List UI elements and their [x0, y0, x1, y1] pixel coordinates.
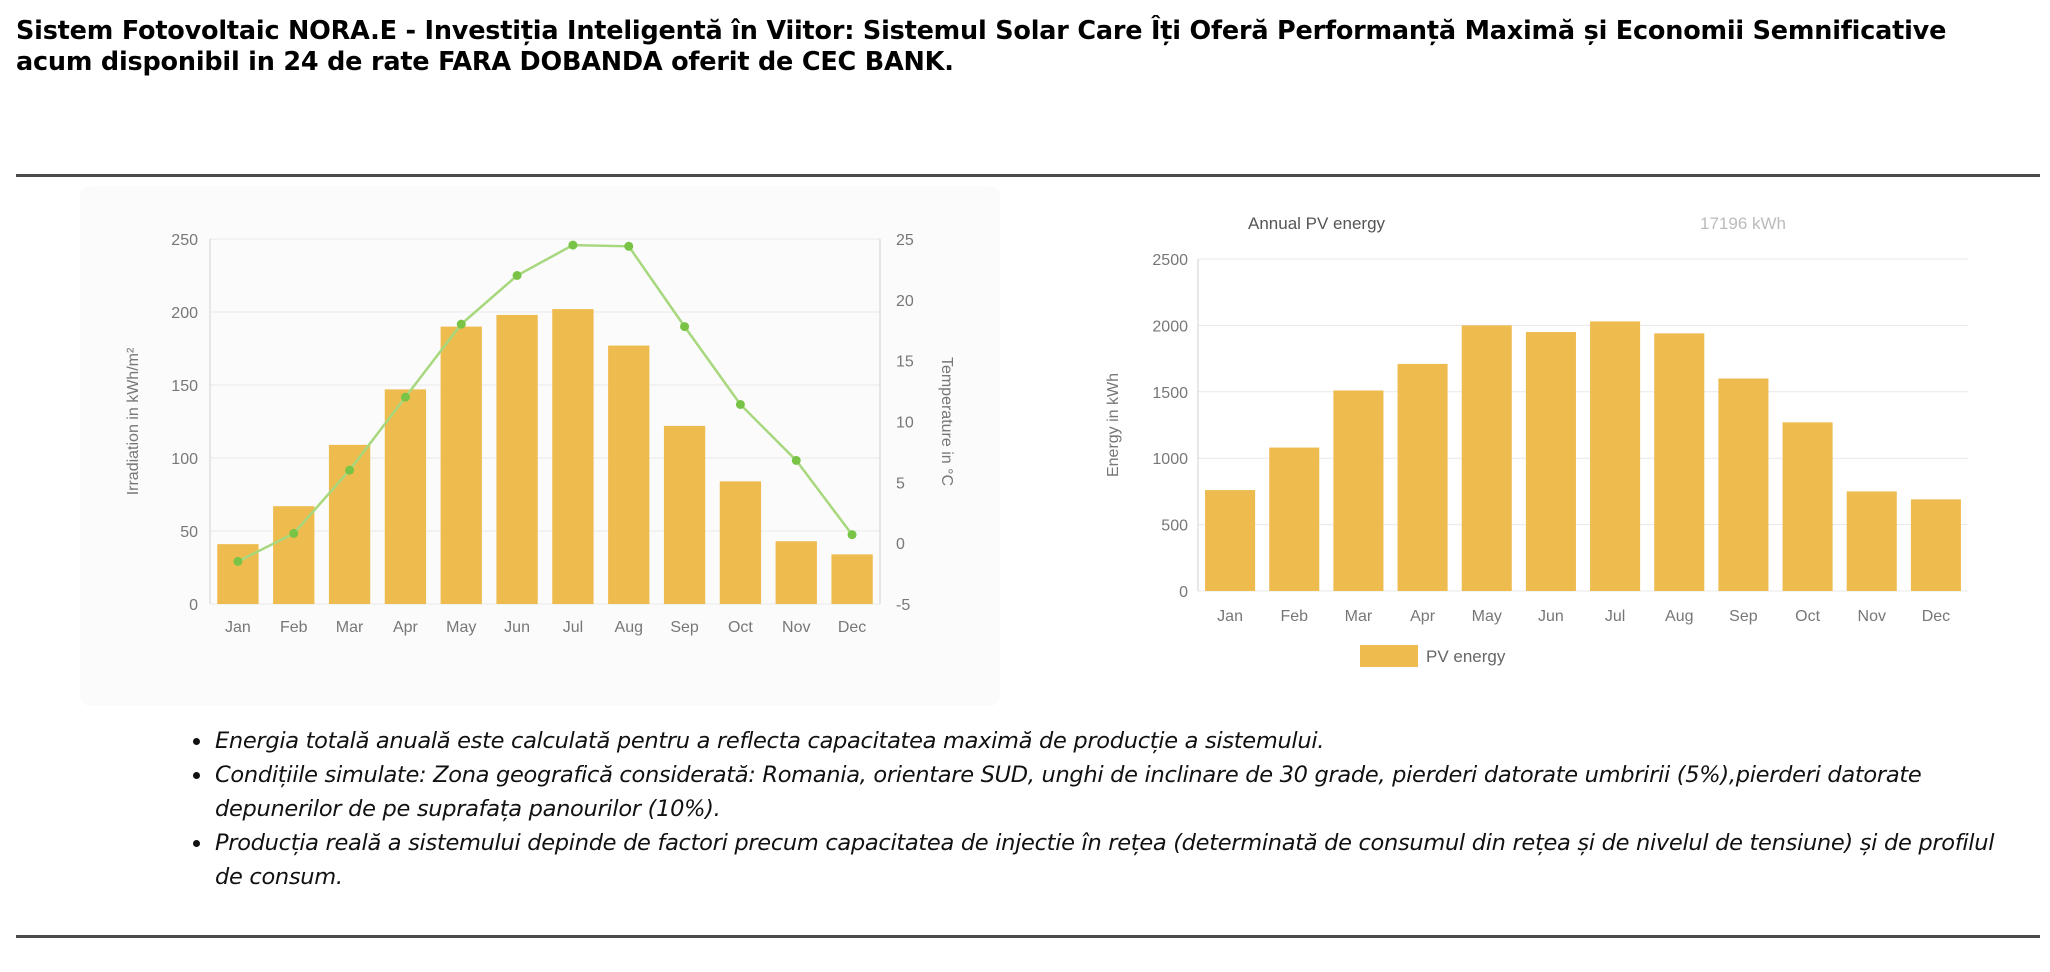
- top-divider: [16, 174, 2040, 177]
- temperature-point: [345, 465, 355, 475]
- y-tick-label: 250: [171, 232, 198, 249]
- y-tick-label: 1000: [1152, 451, 1188, 468]
- legend-label: PV energy: [1426, 647, 1506, 666]
- x-tick-label: Sep: [1729, 608, 1758, 625]
- irradiation-bar: [384, 389, 427, 604]
- note-item: Energia totală anuală este calculată pen…: [213, 724, 2013, 758]
- temperature-point: [233, 556, 243, 566]
- temperature-line: [237, 243, 854, 563]
- pv-energy-chart: Annual PV energy 17196 kWh 0 500 1000 1500 200…: [1105, 214, 1968, 667]
- x-tick-label: May: [1472, 608, 1502, 625]
- pv-energy-chart-panel: Annual PV energy 17196 kWh 0 500 1000 1500 200…: [1080, 195, 2010, 685]
- x-tick-label: Mar: [336, 619, 364, 636]
- irradiation-bar: [273, 506, 315, 604]
- y-axis-title: Energy in kWh: [1105, 373, 1122, 477]
- x-tick-label: Apr: [393, 619, 419, 636]
- x-tick-label: Jan: [225, 619, 251, 636]
- temperature-point: [680, 322, 690, 332]
- notes-list: Energia totală anuală este calculată pen…: [175, 724, 2013, 894]
- x-tick-label: Dec: [838, 619, 866, 636]
- pv-energy-bar: [1205, 490, 1256, 591]
- irradiation-bar: [496, 314, 538, 604]
- pv-energy-bar: [1846, 491, 1897, 591]
- x-tick-label: Jul: [563, 619, 583, 636]
- x-tick-label: Aug: [615, 619, 643, 636]
- chart-title: Annual PV energy: [1248, 214, 1386, 233]
- y-tick-label: 1500: [1152, 385, 1188, 402]
- y2-tick-label: 15: [896, 354, 914, 371]
- note-item: Condițiile simulate: Zona geografică con…: [213, 758, 2013, 826]
- page-title: Sistem Fotovoltaic NORA.E - Investiția I…: [16, 16, 1947, 77]
- legend-swatch: [1360, 645, 1418, 667]
- x-tick-label: Jan: [1217, 608, 1243, 625]
- y2-tick-label: 10: [896, 415, 914, 432]
- temperature-point: [847, 530, 857, 540]
- y-tick-label: 50: [180, 524, 198, 541]
- x-tick-label: Sep: [670, 619, 699, 636]
- x-tick-label: Apr: [1410, 608, 1436, 625]
- bottom-divider: [16, 935, 2040, 938]
- temperature-point: [568, 240, 578, 250]
- x-tick-label: Oct: [1795, 608, 1820, 625]
- x-tick-label: Nov: [782, 619, 810, 636]
- pv-energy-bar: [1397, 363, 1448, 591]
- temperature-point: [456, 319, 466, 329]
- y-tick-label: 500: [1161, 518, 1188, 535]
- x-tick-label: Mar: [1345, 608, 1373, 625]
- irradiation-bar: [552, 309, 594, 604]
- pv-energy-bar: [1782, 422, 1833, 591]
- irradiation-bar: [663, 425, 706, 604]
- irradiation-bar: [775, 541, 817, 604]
- pv-energy-bar: [1718, 378, 1769, 591]
- irradiation-bar: [719, 481, 762, 604]
- x-tick-label: Feb: [280, 619, 308, 636]
- temperature-point: [400, 392, 410, 402]
- y-tick-label: 0: [1179, 584, 1188, 601]
- irradiation-bar: [608, 345, 650, 604]
- x-tick-label: Dec: [1922, 608, 1950, 625]
- temperature-point: [624, 241, 634, 251]
- irradiation-bar: [440, 326, 482, 604]
- note-item: Producția reală a sistemului depinde de …: [213, 826, 2013, 894]
- y2-tick-label: 20: [896, 293, 914, 310]
- pv-energy-bar: [1461, 325, 1512, 591]
- pv-energy-bar: [1333, 390, 1384, 591]
- annual-energy-total: 17196 kWh: [1700, 214, 1786, 233]
- y-tick-label: 2500: [1152, 252, 1188, 269]
- y-axis-title: Irradiation in kWh/m²: [125, 347, 142, 495]
- x-tick-label: Jun: [504, 619, 530, 636]
- temperature-point: [791, 455, 801, 465]
- y-tick-label: 2000: [1152, 318, 1188, 335]
- irradiation-temperature-chart-panel: 0 50 100 150 200 250 -5 0 5 10 15 20 25 Jan Feb Mar Apr M…: [80, 186, 1000, 706]
- temperature-point: [512, 271, 522, 280]
- y2-tick-label: 5: [896, 475, 905, 492]
- x-tick-label: Feb: [1280, 608, 1308, 625]
- y2-tick-label: 25: [896, 232, 914, 249]
- y2-axis-title: Temperature in °C: [938, 357, 955, 486]
- y-tick-label: 200: [171, 305, 198, 322]
- y-tick-label: 100: [171, 451, 198, 468]
- irradiation-temperature-chart: 0 50 100 150 200 250 -5 0 5 10 15 20 25 Jan Feb Mar Apr M…: [125, 232, 955, 636]
- x-tick-label: Aug: [1665, 608, 1693, 625]
- x-tick-label: Nov: [1858, 608, 1886, 625]
- x-tick-label: Jun: [1538, 608, 1564, 625]
- y-tick-label: 0: [189, 597, 198, 614]
- x-tick-label: Oct: [728, 619, 753, 636]
- irradiation-bar: [831, 554, 873, 604]
- pv-energy-bar: [1654, 333, 1705, 591]
- pv-energy-bar: [1910, 499, 1961, 591]
- y2-tick-label: 0: [896, 536, 905, 553]
- y2-tick-label: -5: [896, 597, 910, 614]
- x-tick-label: May: [446, 619, 476, 636]
- temperature-point: [289, 528, 299, 538]
- pv-energy-bar: [1590, 321, 1641, 591]
- pv-energy-bar: [1525, 332, 1576, 591]
- pv-energy-bar: [1269, 447, 1320, 591]
- temperature-point: [735, 399, 745, 409]
- y-tick-label: 150: [171, 378, 198, 395]
- x-tick-label: Jul: [1605, 608, 1625, 625]
